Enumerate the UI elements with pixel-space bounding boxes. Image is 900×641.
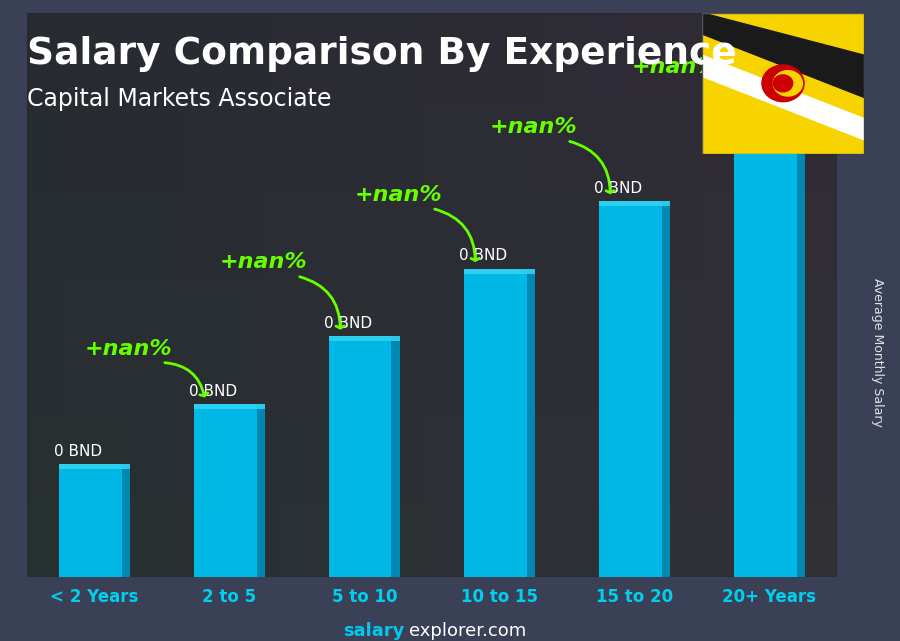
Text: explorer.com: explorer.com [410, 622, 526, 640]
Text: +nan%: +nan% [490, 117, 577, 137]
Text: +nan%: +nan% [220, 253, 307, 272]
Bar [59, 464, 130, 469]
Bar [256, 404, 265, 577]
Polygon shape [702, 13, 864, 76]
Text: salary: salary [344, 622, 405, 640]
Bar [662, 201, 670, 577]
Text: 0 BND: 0 BND [459, 248, 508, 263]
Bar [796, 126, 805, 577]
Bar [194, 404, 265, 577]
Bar [599, 201, 670, 577]
Text: 0 BND: 0 BND [594, 181, 643, 196]
Text: Capital Markets Associate: Capital Markets Associate [27, 87, 331, 112]
Bar [734, 126, 805, 131]
Bar [59, 464, 130, 577]
Polygon shape [702, 13, 864, 97]
Bar [464, 269, 535, 274]
Text: 0 BND: 0 BND [324, 316, 373, 331]
Circle shape [773, 71, 803, 96]
Circle shape [762, 65, 804, 102]
Bar [392, 337, 400, 577]
Bar [526, 269, 535, 577]
Text: 0 BND: 0 BND [729, 105, 778, 121]
Text: +nan%: +nan% [85, 339, 172, 359]
Bar [329, 337, 400, 342]
Bar [599, 201, 670, 206]
Text: +nan%: +nan% [631, 57, 719, 77]
Text: Salary Comparison By Experience: Salary Comparison By Experience [27, 37, 737, 72]
Circle shape [773, 75, 793, 92]
Bar [194, 404, 265, 409]
Polygon shape [702, 55, 864, 140]
Bar [464, 269, 535, 577]
Bar [734, 126, 805, 577]
Text: 0 BND: 0 BND [54, 444, 103, 459]
Bar [122, 464, 130, 577]
Text: 0 BND: 0 BND [189, 384, 238, 399]
Text: +nan%: +nan% [355, 185, 442, 204]
Bar [329, 337, 400, 577]
Text: Average Monthly Salary: Average Monthly Salary [871, 278, 884, 427]
